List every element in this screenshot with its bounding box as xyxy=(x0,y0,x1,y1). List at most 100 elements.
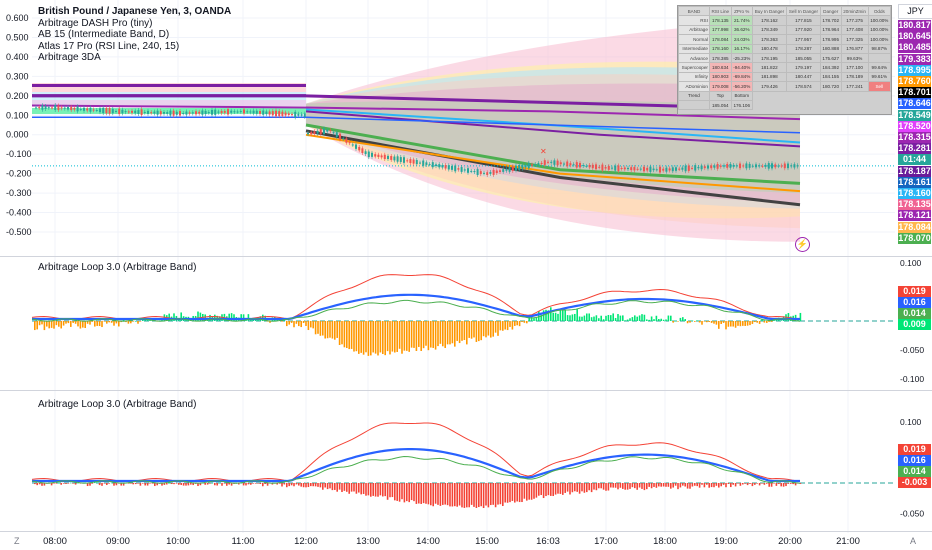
histogram-bar xyxy=(67,483,70,484)
pane-separator[interactable] xyxy=(0,390,932,391)
candle-body xyxy=(470,170,473,172)
legend-study-1[interactable]: Arbitrage DASH Pro (tiny) xyxy=(38,17,153,29)
candle-body xyxy=(278,111,281,117)
histogram-bar xyxy=(168,482,170,484)
candle-body xyxy=(387,155,389,160)
histogram-bar xyxy=(734,483,737,487)
candle-body xyxy=(431,162,434,168)
candle-body xyxy=(54,105,57,110)
zoom-icon[interactable]: Z xyxy=(14,536,20,546)
candle-body xyxy=(639,168,642,170)
histogram-bar xyxy=(473,483,475,507)
histogram-bar xyxy=(286,483,288,488)
candle-body xyxy=(534,164,537,166)
fan-band xyxy=(306,83,800,203)
histogram-bar xyxy=(451,483,454,507)
histogram-bar xyxy=(444,483,446,505)
main-chart-svg[interactable]: 0.600 0.500 0.400 0.300 0.200 0.100 0.000 -0.10… xyxy=(0,0,932,256)
histogram-bar xyxy=(602,319,605,321)
histogram-bar xyxy=(744,321,746,326)
candle-body xyxy=(361,148,364,153)
histogram-bar xyxy=(180,312,182,321)
histogram-bar xyxy=(221,483,223,486)
histogram-bar xyxy=(617,483,619,490)
histogram-bar xyxy=(739,321,742,327)
time-axis[interactable]: Z A 08:00 09:00 10:00 11:00 12:00 13:00 14:00 1… xyxy=(0,531,932,550)
candle-body xyxy=(207,112,210,114)
histogram-bar xyxy=(415,483,418,504)
table-cell: 184.155 xyxy=(819,71,842,83)
legend-study-2[interactable]: AB 15 (Intermediate Band, D) xyxy=(38,29,170,40)
candle-body xyxy=(793,164,796,168)
candle-body xyxy=(169,110,172,116)
indicator-value-tag: -0.003 xyxy=(898,477,931,488)
histogram-bar xyxy=(348,483,350,494)
histogram-bar xyxy=(358,321,360,354)
candle-body xyxy=(649,166,652,172)
table-cell: 178.349 xyxy=(751,24,787,36)
candle-body xyxy=(630,167,633,171)
candle-body xyxy=(329,130,332,132)
left-axis-label: 0.300 xyxy=(6,71,29,81)
histogram-bar xyxy=(96,482,98,484)
histogram-bar xyxy=(446,483,449,506)
candle-body xyxy=(531,164,533,166)
time-label: 10:00 xyxy=(166,536,190,547)
histogram-bar xyxy=(744,483,746,484)
histogram-bar xyxy=(302,483,305,488)
candle-body xyxy=(483,172,485,174)
histogram-bar xyxy=(60,321,62,329)
time-label: 12:00 xyxy=(294,536,318,547)
histogram-bar xyxy=(89,483,91,486)
histogram-bar xyxy=(574,483,576,492)
histogram-bar xyxy=(86,483,89,487)
histogram-bar xyxy=(658,483,660,487)
histogram-bar xyxy=(785,483,787,487)
histogram-bar xyxy=(113,321,115,326)
indicator-2-title[interactable]: Arbitrage Loop 3.0 (Arbitrage Band) xyxy=(38,399,197,410)
table-cell: 180.447 xyxy=(785,71,821,83)
main-chart-pane[interactable]: 0.600 0.500 0.400 0.300 0.200 0.100 0.000 -0.10… xyxy=(0,0,932,256)
histogram-bar xyxy=(514,483,516,503)
histogram-bar xyxy=(410,483,413,501)
pane-separator[interactable] xyxy=(0,256,932,257)
table-cell: 179.008 xyxy=(708,81,732,92)
indicator-1-title[interactable]: Arbitrage Loop 3.0 (Arbitrage Band) xyxy=(38,262,197,273)
histogram-bar xyxy=(475,483,478,508)
histogram-bar xyxy=(62,321,65,326)
legend-study-3[interactable]: Atlas 17 Pro (RSI Line, 240, 15) xyxy=(38,40,180,52)
histogram-bar xyxy=(139,483,142,486)
currency-button[interactable]: JPY xyxy=(898,4,932,19)
candle-body xyxy=(281,111,284,116)
legend-study-4[interactable]: Arbitrage 3DA xyxy=(38,52,101,63)
histogram-bar xyxy=(43,483,46,486)
histogram-bar xyxy=(458,321,461,344)
candle-body xyxy=(524,165,527,168)
histogram-bar xyxy=(228,313,230,321)
indicator-value-tag: 0.019 xyxy=(898,286,931,297)
symbol-title[interactable]: British Pound / Japanese Yen, 3, OANDA xyxy=(38,6,232,17)
histogram-bar xyxy=(619,315,622,321)
table-header-cell: Buy In Danger xyxy=(751,5,787,17)
auto-scale-icon[interactable]: A xyxy=(910,536,917,546)
histogram-bar xyxy=(638,315,641,321)
histogram-bar xyxy=(281,483,283,487)
candle-body xyxy=(502,169,505,172)
candle-body xyxy=(780,165,783,167)
histogram-bar xyxy=(701,321,703,325)
candle-body xyxy=(719,165,722,167)
candle-body xyxy=(121,109,124,114)
histogram-bar xyxy=(422,321,425,349)
histogram-bar xyxy=(91,483,94,484)
alert-bolt-icon[interactable]: ⚡ xyxy=(795,237,810,252)
histogram-bar xyxy=(142,483,144,484)
time-label: 18:00 xyxy=(653,536,677,547)
histogram-bar xyxy=(718,483,720,488)
candle-body xyxy=(271,111,274,116)
histogram-bar xyxy=(197,311,199,321)
candle-body xyxy=(694,165,697,171)
